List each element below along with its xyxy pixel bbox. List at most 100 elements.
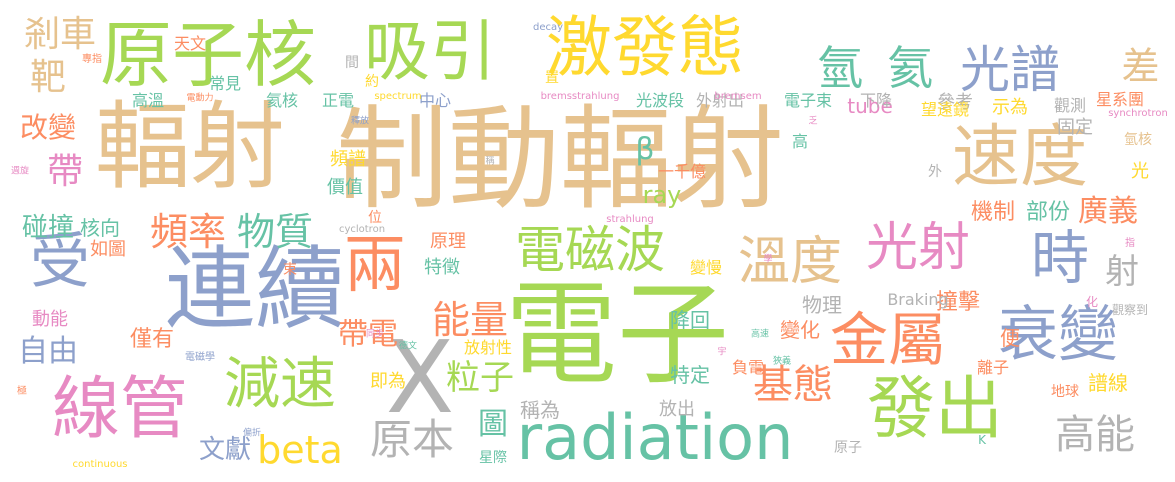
word: 觀測	[1053, 96, 1087, 115]
word: 吸引	[364, 13, 496, 90]
word: 粒子	[446, 358, 514, 398]
word: 狹義	[772, 356, 792, 367]
word: 專指	[82, 54, 102, 65]
word: synchrotron	[1108, 108, 1168, 119]
word: 光	[1131, 161, 1149, 182]
word: 受	[30, 227, 90, 297]
word: 圖	[478, 407, 508, 442]
word: 放射性	[463, 338, 513, 357]
word: X	[385, 319, 455, 436]
word: 頻譜	[330, 149, 366, 170]
word: 降回	[670, 308, 710, 332]
word: 差	[1115, 46, 1159, 84]
word: 示為	[992, 97, 1028, 118]
word: 電子	[505, 270, 729, 400]
word: 星系團	[1095, 90, 1145, 109]
word: 激發態	[546, 9, 744, 86]
word: 帶電	[338, 317, 398, 352]
word: 釋放	[350, 116, 370, 127]
word: 宇	[717, 347, 727, 358]
word: 離子	[976, 358, 1010, 377]
word: 位	[368, 210, 382, 226]
word: 極	[17, 386, 27, 397]
word: 地球	[1051, 384, 1079, 400]
word: 剎車	[23, 14, 97, 55]
word: 氦核	[265, 91, 299, 110]
word: 常見	[208, 74, 242, 93]
word: 約	[365, 74, 379, 90]
word: 原子	[834, 440, 862, 456]
word: 物理	[802, 293, 842, 317]
word: 下降	[859, 91, 893, 110]
word: 時	[1030, 224, 1090, 292]
word: 特定	[670, 363, 710, 387]
word: β	[635, 132, 655, 167]
word: 觀察到	[1111, 303, 1149, 317]
word: 學	[763, 254, 773, 265]
word: 即為	[370, 371, 406, 392]
word: 置	[545, 70, 559, 86]
word: 變化	[780, 318, 820, 342]
word: 動能	[32, 309, 68, 330]
word: bremsem	[714, 91, 762, 102]
word: 光射	[865, 218, 971, 278]
word: 高速	[750, 329, 770, 340]
word: strahlung	[606, 214, 654, 225]
word: 原本	[369, 415, 455, 464]
word: 速度	[951, 118, 1089, 197]
word: 撞擊	[935, 290, 981, 315]
word: 光譜	[960, 41, 1060, 99]
word: 輻射	[94, 92, 286, 203]
word: bremsstrahlung	[540, 91, 620, 102]
word: 射	[1105, 252, 1139, 292]
word: 束	[283, 262, 297, 278]
word: tube	[847, 94, 893, 118]
word: 電磁波	[515, 221, 665, 279]
word: 核向	[80, 216, 120, 240]
word: 便	[1000, 326, 1020, 350]
word: 自由	[18, 334, 78, 369]
word: 原理	[430, 231, 466, 252]
word: 氫	[817, 41, 863, 95]
word: 減速	[224, 352, 336, 417]
word: 電子束	[783, 91, 833, 110]
word: 稱	[485, 156, 495, 167]
word: 高	[791, 132, 809, 151]
word: 指	[1125, 238, 1135, 249]
word: 制動輻射	[336, 95, 784, 225]
word: 乏	[808, 116, 818, 127]
word: 能量	[431, 298, 509, 342]
word: K	[978, 433, 986, 447]
word: 連續	[165, 237, 345, 342]
word: 參考	[937, 92, 973, 113]
word: 望遠鏡	[920, 100, 970, 119]
word: 文獻	[198, 435, 252, 465]
word: 碰撞	[21, 213, 75, 243]
word: 部份	[1025, 200, 1071, 225]
word: 星際	[479, 450, 507, 466]
word: decay	[532, 22, 564, 33]
word: 放出	[659, 399, 695, 420]
word: cyclotron	[338, 224, 386, 235]
word: 外射出	[695, 91, 745, 110]
word: 固定	[1057, 117, 1093, 138]
word: 間	[345, 55, 359, 71]
word: 負電	[731, 358, 765, 377]
word: 改變	[19, 111, 77, 144]
word: 電動力	[186, 93, 214, 104]
word: continuous	[72, 459, 128, 470]
word: 氦	[887, 41, 933, 95]
word: spectrum	[374, 91, 422, 102]
word: 靶	[29, 57, 67, 98]
word: 機制	[970, 200, 1016, 225]
word: 兩	[343, 228, 407, 301]
word: 高溫	[131, 91, 165, 110]
word: 氫核	[1124, 132, 1152, 148]
word: 衰變	[998, 300, 1118, 370]
word: 正電	[321, 91, 355, 110]
word: radiation	[516, 401, 794, 474]
word: 帶	[46, 151, 84, 192]
word: 化	[1085, 295, 1099, 309]
word: 原子核	[99, 13, 317, 97]
